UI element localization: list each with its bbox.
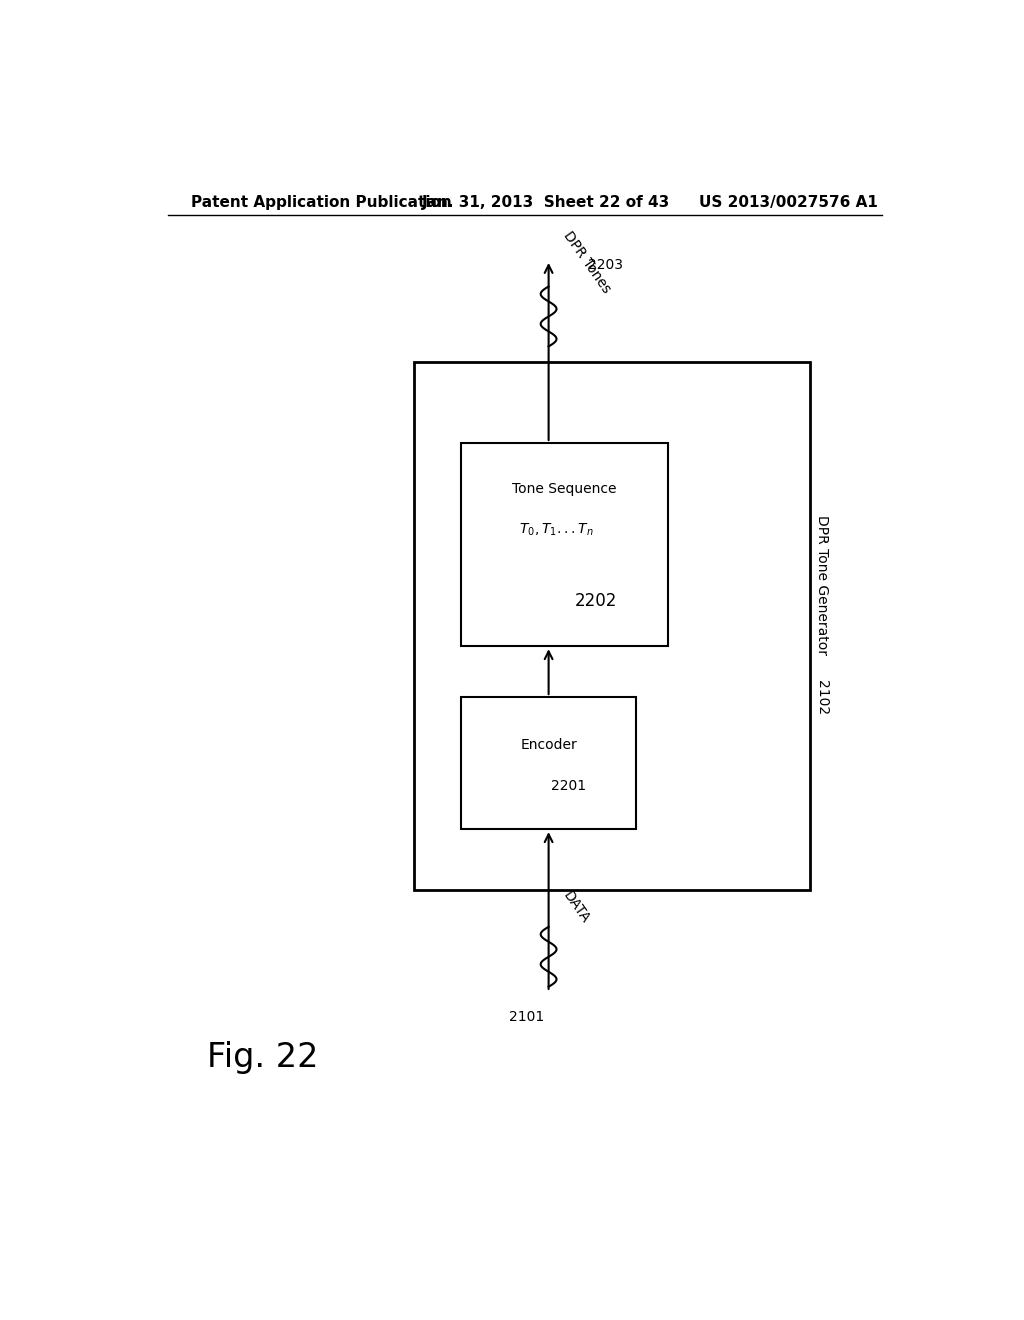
Bar — [461, 444, 668, 647]
Text: Patent Application Publication: Patent Application Publication — [191, 194, 453, 210]
Text: $T_0, T_1...T_n$: $T_0, T_1...T_n$ — [519, 521, 594, 537]
Text: 2201: 2201 — [551, 779, 586, 792]
Text: DPR Tones: DPR Tones — [560, 228, 613, 296]
Text: DATA: DATA — [560, 888, 593, 925]
Text: Tone Sequence: Tone Sequence — [512, 482, 616, 496]
Text: Encoder: Encoder — [520, 738, 577, 752]
Text: US 2013/0027576 A1: US 2013/0027576 A1 — [699, 194, 879, 210]
Text: DPR Tone Generator: DPR Tone Generator — [815, 515, 829, 655]
Text: 2101: 2101 — [509, 1010, 544, 1024]
Text: Fig. 22: Fig. 22 — [207, 1041, 318, 1074]
Bar — [414, 362, 811, 890]
Text: Jan. 31, 2013  Sheet 22 of 43: Jan. 31, 2013 Sheet 22 of 43 — [422, 194, 670, 210]
Text: 2203: 2203 — [588, 259, 624, 272]
Text: 2102: 2102 — [815, 680, 829, 714]
Bar — [461, 697, 636, 829]
Text: 2202: 2202 — [575, 591, 617, 610]
